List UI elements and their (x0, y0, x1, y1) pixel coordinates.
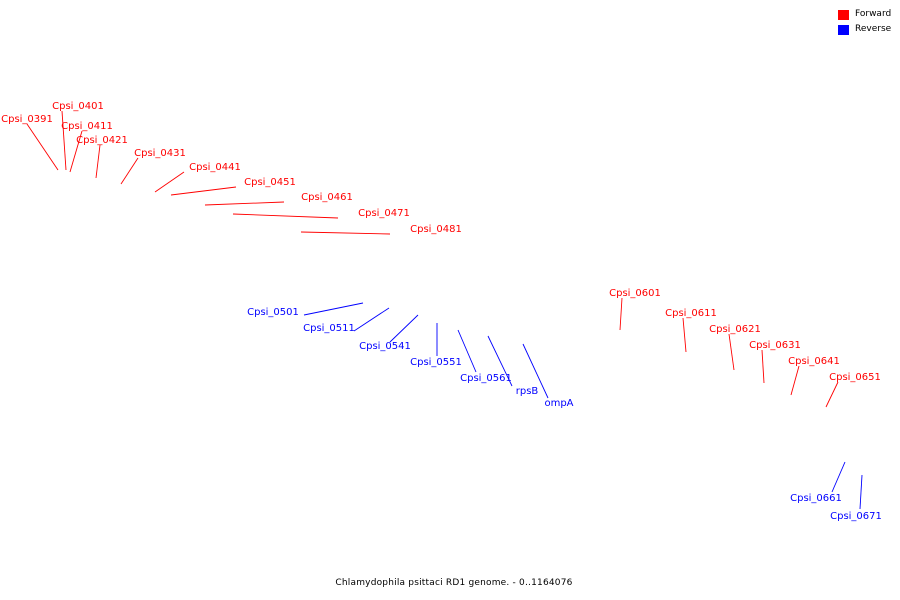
label-leader (120, 157, 139, 185)
gene-label[interactable]: Cpsi_0641 (788, 356, 840, 367)
label-leader (204, 201, 285, 206)
gene-label[interactable]: Cpsi_0441 (189, 162, 241, 173)
label-leader (154, 171, 185, 193)
gene-label[interactable]: Cpsi_0411 (61, 121, 113, 132)
label-leader (761, 349, 765, 384)
label-leader (232, 213, 339, 219)
gene-label[interactable]: Cpsi_0511 (303, 323, 355, 334)
legend: Forward Reverse (838, 8, 898, 38)
gene-label[interactable]: Cpsi_0541 (359, 341, 411, 352)
forward-swatch (838, 10, 849, 20)
gene-label[interactable]: Cpsi_0631 (749, 340, 801, 351)
label-leader (682, 317, 687, 353)
gene-label[interactable]: Cpsi_0461 (301, 192, 353, 203)
gene-label[interactable]: Cpsi_0651 (829, 372, 881, 383)
legend-forward-label: Forward (855, 9, 892, 19)
gene-label[interactable]: Cpsi_0451 (244, 177, 296, 188)
gene-label[interactable]: Cpsi_0501 (247, 307, 299, 318)
label-leader (300, 231, 391, 235)
legend-reverse-label: Reverse (855, 24, 892, 34)
gene-label[interactable]: Cpsi_0421 (76, 135, 128, 146)
gene-label[interactable]: Cpsi_0401 (52, 101, 104, 112)
gene-label[interactable]: ompA (544, 398, 573, 409)
label-leader (619, 297, 623, 331)
label-leader (825, 381, 839, 408)
gene-label[interactable]: Cpsi_0671 (830, 511, 882, 522)
label-leader (728, 333, 735, 371)
label-leader (790, 365, 800, 396)
gene-label[interactable]: rpsB (516, 386, 539, 397)
gene-label[interactable]: Cpsi_0561 (460, 373, 512, 384)
label-leader (353, 307, 390, 332)
label-leader (26, 123, 59, 171)
label-leader (522, 343, 549, 399)
genome-caption: Chlamydophila psittaci RD1 genome. - 0..… (335, 578, 573, 588)
label-leader (859, 474, 863, 510)
gene-label[interactable]: Cpsi_0481 (410, 224, 462, 235)
gene-label[interactable]: Cpsi_0661 (790, 493, 842, 504)
gene-label[interactable]: Cpsi_0471 (358, 208, 410, 219)
label-leader (389, 314, 419, 343)
gene-label[interactable]: Cpsi_0391 (1, 114, 53, 125)
legend-forward: Forward (838, 8, 898, 23)
label-leader (170, 186, 237, 196)
gene-label[interactable]: Cpsi_0611 (665, 308, 717, 319)
label-leader (831, 461, 846, 493)
label-leader (61, 110, 67, 171)
gene-label[interactable]: Cpsi_0431 (134, 148, 186, 159)
gene-labels: Cpsi_0391 Cpsi_0401 Cpsi_0411 Cpsi_0421 Cpsi… (1, 101, 882, 522)
gene-label[interactable]: Cpsi_0551 (410, 357, 462, 368)
gene-label[interactable]: Cpsi_0621 (709, 324, 761, 335)
legend-reverse: Reverse (838, 23, 898, 38)
label-leader (69, 130, 83, 173)
label-leader (457, 329, 477, 373)
label-leader (303, 302, 364, 316)
gene-label[interactable]: Cpsi_0601 (609, 288, 661, 299)
label-leader (487, 335, 513, 387)
reverse-swatch (838, 25, 849, 35)
label-leader (95, 144, 101, 179)
label-leader-lines (26, 110, 863, 510)
